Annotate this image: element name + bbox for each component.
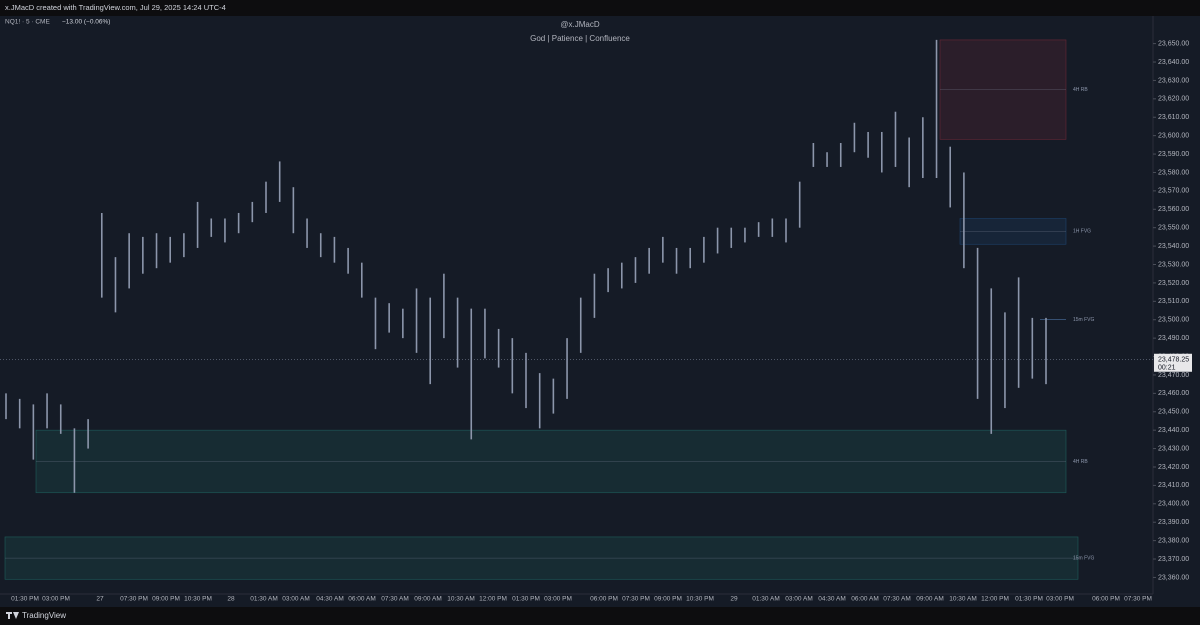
bottom-bar [0, 607, 1200, 625]
logo [6, 612, 19, 619]
y-tick-label: 23,650.00 [1158, 40, 1189, 47]
credit: x.JMacD created with TradingView.com, Ju… [5, 3, 226, 12]
x-tick-label: 10:30 AM [447, 596, 474, 603]
x-tick-label: 12:00 PM [981, 596, 1009, 603]
y-tick-label: 23,500.00 [1158, 317, 1189, 324]
y-tick-label: 23,550.00 [1158, 225, 1189, 232]
x-tick-label: 27 [96, 596, 104, 603]
y-tick-label: 23,560.00 [1158, 206, 1189, 213]
y-tick-label: 23,470.00 [1158, 372, 1189, 379]
x-tick-label: 01:30 AM [250, 596, 277, 603]
x-tick-label: 06:00 AM [348, 596, 375, 603]
symbol: NQ1! · 5 · CME [5, 19, 50, 26]
x-tick-label: 29 [730, 596, 738, 603]
y-tick-label: 23,610.00 [1158, 114, 1189, 121]
y-tick-label: 23,380.00 [1158, 537, 1189, 544]
x-tick-label: 10:30 PM [686, 596, 714, 603]
last-price-label: 23,478.25 [1158, 357, 1189, 364]
y-tick-label: 23,620.00 [1158, 96, 1189, 103]
change: −13.00 (−0.06%) [62, 19, 110, 26]
x-tick-label: 06:00 AM [851, 596, 878, 603]
y-tick-label: 23,490.00 [1158, 335, 1189, 342]
y-tick-label: 23,640.00 [1158, 59, 1189, 66]
zone-label: 15m FVG [1073, 555, 1095, 561]
x-tick-label: 01:30 PM [512, 596, 540, 603]
countdown: 00:21 [1158, 365, 1176, 372]
y-tick-label: 23,580.00 [1158, 169, 1189, 176]
y-tick-label: 23,570.00 [1158, 188, 1189, 195]
y-tick-label: 23,460.00 [1158, 390, 1189, 397]
x-tick-label: 07:30 AM [883, 596, 910, 603]
x-tick-label: 28 [227, 596, 235, 603]
top-bar [0, 0, 1200, 16]
x-tick-label: 03:00 PM [42, 596, 70, 603]
y-tick-label: 23,530.00 [1158, 261, 1189, 268]
y-tick-label: 23,390.00 [1158, 519, 1189, 526]
watermark-author: @x.JMacD [560, 20, 599, 29]
x-tick-label: 03:00 PM [1046, 596, 1074, 603]
y-tick-label: 23,420.00 [1158, 464, 1189, 471]
x-tick-label: 03:00 AM [282, 596, 309, 603]
y-tick-label: 23,370.00 [1158, 556, 1189, 563]
x-tick-label: 03:00 PM [544, 596, 572, 603]
zone-label: 4H RB [1073, 87, 1088, 93]
x-tick-label: 03:00 AM [785, 596, 812, 603]
x-tick-label: 12:00 PM [479, 596, 507, 603]
y-tick-label: 23,410.00 [1158, 482, 1189, 489]
y-tick-label: 23,600.00 [1158, 132, 1189, 139]
x-tick-label: 01:30 PM [1015, 596, 1043, 603]
x-tick-label: 09:00 AM [916, 596, 943, 603]
brand: TradingView [22, 611, 66, 620]
y-tick-label: 23,430.00 [1158, 445, 1189, 452]
x-tick-label: 07:30 PM [120, 596, 148, 603]
y-tick-label: 23,520.00 [1158, 280, 1189, 287]
zone-label: 15m FVG [1073, 317, 1095, 323]
y-tick-label: 23,440.00 [1158, 427, 1189, 434]
x-tick-label: 04:30 AM [818, 596, 845, 603]
x-tick-label: 07:30 AM [381, 596, 408, 603]
zone-label: 1H FVG [1073, 229, 1091, 235]
y-tick-label: 23,450.00 [1158, 409, 1189, 416]
y-tick-label: 23,630.00 [1158, 77, 1189, 84]
x-tick-label: 09:00 PM [654, 596, 682, 603]
x-tick-label: 06:00 PM [1092, 596, 1120, 603]
zone-label: 4H RB [1073, 459, 1088, 465]
x-tick-label: 10:30 AM [949, 596, 976, 603]
y-tick-label: 23,510.00 [1158, 298, 1189, 305]
x-tick-label: 06:00 PM [590, 596, 618, 603]
y-tick-label: 23,540.00 [1158, 243, 1189, 250]
watermark-motto: God | Patience | Confluence [530, 34, 630, 43]
x-tick-label: 10:30 PM [184, 596, 212, 603]
y-tick-label: 23,590.00 [1158, 151, 1189, 158]
x-tick-label: 07:30 PM [622, 596, 650, 603]
last-price-box [1154, 353, 1192, 372]
y-tick-label: 23,400.00 [1158, 501, 1189, 508]
x-tick-label: 07:30 PM [1124, 596, 1152, 603]
x-tick-label: 01:30 PM [11, 596, 39, 603]
x-tick-label: 01:30 AM [752, 596, 779, 603]
x-tick-label: 09:00 AM [414, 596, 441, 603]
x-tick-label: 04:30 AM [316, 596, 343, 603]
y-tick-label: 23,360.00 [1158, 574, 1189, 581]
x-tick-label: 09:00 PM [152, 596, 180, 603]
